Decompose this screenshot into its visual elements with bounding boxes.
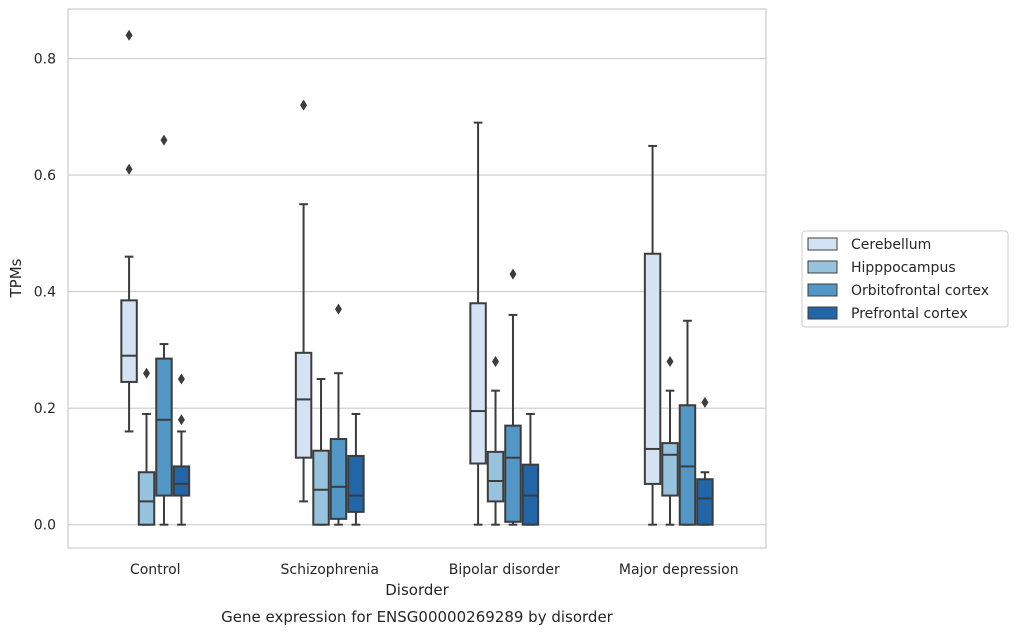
x-tick-label: Major depression — [619, 562, 739, 578]
outlier-point — [300, 99, 308, 111]
outlier-point — [160, 134, 168, 146]
outlier-point — [177, 414, 185, 426]
legend-swatch-prefrontal-cortex — [807, 306, 838, 320]
box-plot-area — [120, 29, 714, 526]
legend-swatch-orbitofrontal-cortex — [807, 283, 838, 297]
outlier-point — [701, 396, 709, 408]
box-control-prefrontal-cortex — [172, 373, 191, 526]
iqr-box — [294, 351, 313, 459]
box-control-hipppocampus — [137, 367, 156, 526]
box-bipolar-disorder-orbitofrontal-cortex — [504, 268, 522, 526]
x-tick-label: Control — [130, 562, 181, 578]
box-major-depression-prefrontal-cortex — [696, 396, 714, 526]
box-schizophrenia-orbitofrontal-cortex — [329, 303, 348, 526]
iqr-box — [678, 404, 697, 526]
iqr-box — [155, 357, 173, 497]
iqr-box — [347, 454, 365, 513]
outlier-point — [143, 367, 151, 379]
iqr-box — [120, 299, 138, 383]
chart-caption: Gene expression for ENSG00000269289 by d… — [221, 608, 614, 626]
x-axis-title: Disorder — [385, 581, 449, 599]
box-schizophrenia-cerebellum — [294, 99, 313, 503]
box-major-depression-cerebellum — [643, 144, 662, 526]
box-major-depression-orbitofrontal-cortex — [678, 319, 697, 526]
iqr-box — [643, 252, 662, 485]
box-schizophrenia-prefrontal-cortex — [347, 412, 365, 526]
x-tick-label: Bipolar disorder — [449, 562, 560, 578]
outlier-point — [125, 163, 133, 175]
y-axis-ticks: 0.0 0.2 0.4 0.6 0.8 — [34, 52, 56, 534]
box-major-depression-hipppocampus — [661, 356, 679, 526]
y-tick-label: 0.8 — [34, 52, 56, 68]
iqr-box — [486, 450, 505, 503]
iqr-box — [696, 478, 714, 526]
legend-label-cerebellum: Cerebellum — [851, 237, 931, 253]
outlier-point — [125, 29, 133, 41]
y-tick-label: 0.6 — [34, 168, 56, 184]
x-tick-label: Schizophrenia — [281, 562, 379, 578]
outlier-point — [492, 356, 500, 368]
box-control-cerebellum — [120, 29, 138, 433]
outlier-point — [509, 268, 517, 280]
legend-label-orbitofrontal-cortex: Orbitofrontal cortex — [851, 283, 989, 299]
box-bipolar-disorder-cerebellum — [469, 121, 487, 526]
box-control-orbitofrontal-cortex — [155, 134, 173, 526]
box-bipolar-disorder-hipppocampus — [486, 356, 505, 526]
x-axis-ticks: Control Schizophrenia Bipolar disorder Majo… — [130, 562, 739, 578]
iqr-box — [504, 424, 522, 523]
plot-frame — [67, 8, 767, 549]
legend-swatch-hipppocampus — [807, 260, 838, 274]
iqr-box — [661, 442, 679, 497]
box-schizophrenia-hipppocampus — [312, 378, 330, 526]
outlier-point — [334, 303, 342, 315]
legend-label-hipppocampus: Hipppocampus — [851, 260, 956, 276]
iqr-box — [469, 302, 487, 465]
box-bipolar-disorder-prefrontal-cortex — [521, 412, 540, 526]
y-tick-label: 0.2 — [34, 401, 56, 417]
legend-swatch-cerebellum — [807, 237, 838, 251]
legend-frame — [801, 230, 1009, 328]
iqr-box — [137, 471, 156, 526]
iqr-box — [329, 438, 348, 520]
iqr-box — [172, 465, 191, 497]
legend: Cerebellum Hipppocampus Orbitofrontal cort… — [801, 230, 1009, 328]
y-tick-label: 0.4 — [34, 285, 56, 301]
iqr-box — [312, 449, 330, 526]
y-axis-title: TPMs — [7, 258, 25, 298]
outlier-point — [666, 356, 674, 368]
legend-label-prefrontal-cortex: Prefrontal cortex — [851, 306, 968, 322]
y-tick-label: 0.0 — [34, 518, 56, 534]
outlier-point — [177, 373, 185, 385]
